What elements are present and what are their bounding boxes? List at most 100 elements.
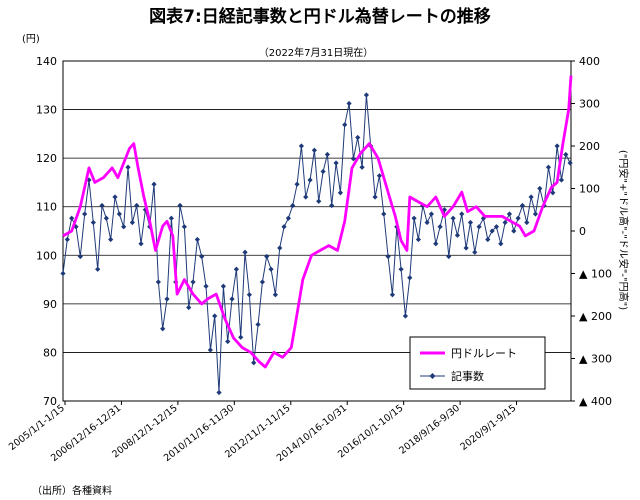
chart-subtitle: （2022年7月31日現在） bbox=[259, 46, 374, 59]
articles-point bbox=[160, 326, 166, 332]
articles-point bbox=[329, 202, 335, 209]
x-axis-ticks: 2005/1/1-1/152006/12/16-12/312008/12/1-1… bbox=[7, 401, 518, 464]
source-note: （出所）各種資料 bbox=[32, 484, 112, 497]
articles-point bbox=[333, 160, 339, 166]
legend: 円ドルレート 記事数 bbox=[409, 336, 546, 390]
x-tick-label: 2020/9/1-9/15 bbox=[458, 403, 518, 453]
articles-point bbox=[112, 194, 118, 200]
articles-point bbox=[524, 219, 530, 226]
left-tick-label: 130 bbox=[36, 104, 57, 117]
articles-point bbox=[181, 224, 187, 230]
articles-point bbox=[441, 207, 448, 213]
left-tick-label: 120 bbox=[36, 152, 57, 165]
articles-point bbox=[359, 164, 365, 170]
articles-point bbox=[372, 194, 378, 200]
articles-point bbox=[216, 389, 222, 396]
left-tick-label: 110 bbox=[36, 201, 57, 214]
articles-point bbox=[320, 168, 326, 175]
articles-point bbox=[415, 236, 422, 243]
right-tick-label: 200 bbox=[579, 140, 600, 153]
articles-point bbox=[563, 151, 569, 158]
articles-point bbox=[506, 211, 513, 217]
articles-point bbox=[77, 253, 83, 260]
articles-point bbox=[519, 202, 526, 209]
articles-point bbox=[285, 215, 291, 221]
articles-point bbox=[389, 292, 396, 298]
right-tick-label: ▲ 400 bbox=[579, 395, 612, 408]
articles-point bbox=[155, 279, 161, 285]
articles-point bbox=[459, 211, 465, 217]
articles-point bbox=[177, 202, 183, 209]
left-tick-label: 90 bbox=[43, 298, 57, 311]
articles-point bbox=[342, 122, 348, 128]
articles-point bbox=[480, 215, 487, 221]
articles-point bbox=[402, 313, 409, 319]
articles-point bbox=[463, 245, 469, 251]
articles-point bbox=[307, 177, 313, 183]
articles-point bbox=[194, 236, 200, 243]
chart-title: 図表7:日経記事数と円ドル為替レートの推移 bbox=[149, 6, 491, 27]
articles-point bbox=[103, 215, 109, 221]
articles-point bbox=[554, 143, 560, 149]
articles-point bbox=[212, 313, 218, 319]
legend-articles-label: 記事数 bbox=[451, 369, 484, 383]
articles-point bbox=[472, 249, 478, 255]
articles-point bbox=[82, 211, 88, 217]
articles-point bbox=[454, 232, 461, 238]
articles-point bbox=[225, 338, 231, 345]
articles-point bbox=[129, 219, 135, 226]
articles-point bbox=[303, 194, 309, 200]
articles-point bbox=[324, 151, 331, 158]
right-tick-label: 0 bbox=[579, 225, 586, 238]
articles-point bbox=[316, 198, 322, 204]
left-tick-label: 70 bbox=[43, 395, 57, 408]
articles-point bbox=[558, 177, 565, 183]
articles-point bbox=[116, 211, 122, 217]
left-tick-label: 80 bbox=[43, 346, 57, 359]
articles-point bbox=[450, 215, 456, 221]
articles-point bbox=[220, 283, 226, 289]
x-tick-label: 2005/1/1-1/15 bbox=[7, 403, 67, 453]
legend-articles-marker bbox=[429, 373, 436, 379]
articles-point bbox=[515, 215, 521, 221]
articles-point bbox=[532, 211, 539, 217]
articles-point bbox=[485, 236, 491, 243]
articles-point bbox=[199, 253, 205, 260]
articles-point bbox=[242, 249, 248, 255]
articles-point bbox=[363, 92, 370, 98]
right-axis-label: ("円安"+"ドル高"-"ドル安"-"円高") bbox=[617, 150, 630, 310]
right-tick-label: ▲ 100 bbox=[579, 268, 612, 281]
articles-point bbox=[259, 279, 265, 285]
articles-point bbox=[64, 236, 70, 243]
articles-point bbox=[277, 245, 283, 251]
articles-point bbox=[550, 190, 556, 196]
articles-point bbox=[207, 347, 213, 353]
articles-point bbox=[407, 275, 413, 281]
articles-point bbox=[255, 321, 261, 328]
articles-point bbox=[433, 241, 439, 247]
articles-point bbox=[108, 236, 114, 243]
articles-point bbox=[411, 215, 417, 221]
fx-line bbox=[62, 75, 573, 369]
articles-point bbox=[95, 266, 101, 272]
articles-point bbox=[134, 202, 140, 209]
right-tick-label: ▲ 300 bbox=[579, 353, 612, 366]
articles-point bbox=[467, 219, 474, 226]
left-axis-unit-label: (円) bbox=[22, 34, 40, 45]
articles-point bbox=[290, 202, 296, 209]
articles-point bbox=[381, 211, 387, 217]
articles-point bbox=[69, 215, 75, 221]
articles-point bbox=[151, 181, 157, 187]
articles-point bbox=[385, 253, 391, 260]
left-tick-label: 100 bbox=[36, 249, 57, 262]
articles-point bbox=[311, 147, 317, 153]
articles-point bbox=[437, 224, 443, 230]
legend-fx-label: 円ドルレート bbox=[451, 347, 517, 360]
articles-point bbox=[60, 270, 66, 277]
articles-point bbox=[528, 194, 534, 200]
articles-point bbox=[168, 215, 174, 221]
legend-box bbox=[409, 336, 546, 390]
articles-point bbox=[190, 279, 196, 285]
articles-point bbox=[489, 228, 495, 234]
